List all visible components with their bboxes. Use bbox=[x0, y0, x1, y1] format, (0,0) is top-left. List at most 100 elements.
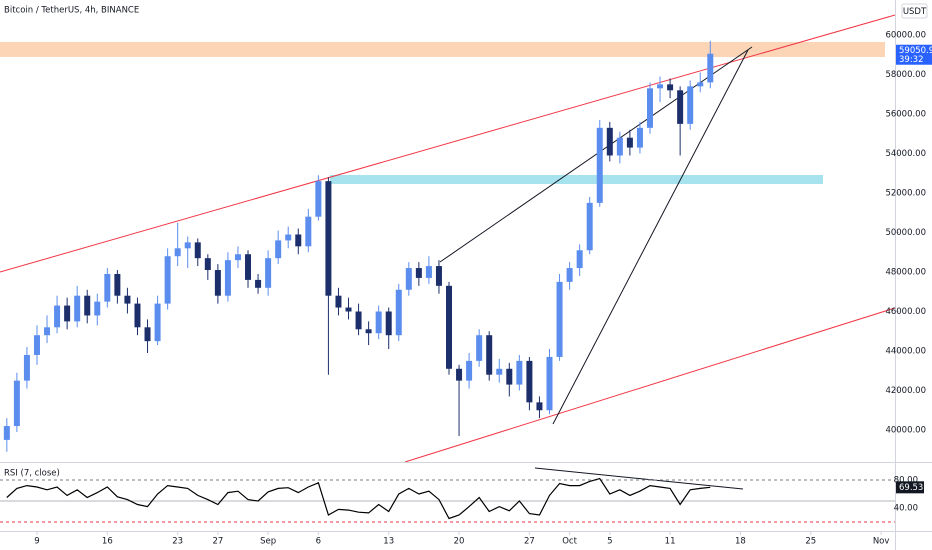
x-tick-label: 11 bbox=[665, 537, 676, 547]
candle-body bbox=[174, 248, 181, 257]
candle-body bbox=[44, 327, 51, 336]
candle-body bbox=[114, 273, 121, 296]
channel-lower bbox=[404, 307, 896, 463]
candle-body bbox=[295, 234, 302, 247]
y-tick-label: 52000.00 bbox=[885, 189, 926, 199]
y-tick-label: 46000.00 bbox=[885, 307, 926, 317]
y-tick-label: 60000.00 bbox=[885, 30, 926, 40]
y-tick-label: 56000.00 bbox=[885, 109, 926, 119]
candle-body bbox=[13, 380, 20, 427]
candle-body bbox=[636, 127, 643, 148]
currency-box[interactable] bbox=[901, 3, 928, 19]
candle-body bbox=[255, 279, 262, 288]
support-zone bbox=[330, 175, 823, 184]
x-tick-label: 20 bbox=[454, 537, 465, 547]
candle-body bbox=[144, 327, 151, 342]
candle-body bbox=[405, 268, 412, 290]
x-tick-label: 18 bbox=[735, 537, 746, 547]
candle-body bbox=[245, 254, 252, 280]
candle-body bbox=[194, 242, 201, 259]
x-tick-label: Oct bbox=[562, 537, 577, 547]
candle-body bbox=[184, 242, 191, 249]
candle-body bbox=[697, 82, 704, 87]
candle-body bbox=[214, 270, 221, 296]
resistance-zone bbox=[0, 42, 885, 57]
wedge-upper bbox=[439, 46, 753, 263]
candle-body bbox=[375, 311, 382, 334]
candle-body bbox=[435, 266, 442, 286]
x-tick-label: 27 bbox=[524, 537, 535, 547]
y-tick-label: 42000.00 bbox=[885, 386, 926, 396]
candle-body bbox=[576, 250, 583, 269]
candle-body bbox=[395, 289, 402, 336]
y-tick-label: 50000.00 bbox=[885, 228, 926, 238]
candle-body bbox=[94, 301, 101, 316]
x-tick-label: 9 bbox=[34, 537, 39, 547]
candle-body bbox=[546, 356, 553, 411]
candle-body bbox=[486, 335, 493, 375]
countdown: 39:32 bbox=[899, 55, 924, 65]
candle-body bbox=[626, 137, 633, 148]
candle-body bbox=[104, 273, 111, 302]
candle-body bbox=[476, 335, 483, 361]
last-price-box bbox=[896, 44, 932, 65]
candle-body bbox=[566, 268, 573, 282]
rsi-line bbox=[6, 477, 711, 520]
x-tick-label: 16 bbox=[102, 537, 113, 547]
x-tick-label: 5 bbox=[607, 537, 612, 547]
wedge-lower bbox=[552, 49, 749, 425]
candle-body bbox=[646, 88, 653, 128]
rsi-trendline bbox=[534, 467, 744, 490]
candle-body bbox=[466, 360, 473, 381]
currency: USDT bbox=[903, 7, 927, 17]
candle-body bbox=[616, 137, 623, 156]
candle-body bbox=[606, 127, 613, 156]
candle-body bbox=[285, 234, 292, 241]
candle-body bbox=[164, 256, 171, 304]
candle-body bbox=[667, 84, 674, 91]
candle-body bbox=[305, 216, 312, 247]
candle-body bbox=[687, 86, 694, 124]
candle-body bbox=[64, 305, 71, 322]
rsi-label: RSI (7, close) bbox=[4, 469, 60, 479]
x-tick-label: Nov bbox=[873, 537, 890, 547]
candle-body bbox=[707, 53, 714, 83]
candle-body bbox=[275, 240, 282, 259]
symbol-title: Bitcoin / TetherUS, 4h, BINANCE bbox=[4, 6, 139, 16]
candle-body bbox=[496, 368, 503, 375]
x-tick-label: Sep bbox=[260, 537, 276, 547]
rsi-last: 69.53 bbox=[899, 483, 923, 493]
candle-body bbox=[536, 402, 543, 411]
x-tick-label: 27 bbox=[212, 537, 223, 547]
candle-body bbox=[456, 368, 463, 381]
y-tick-label: 48000.00 bbox=[885, 268, 926, 278]
candle-body bbox=[355, 311, 362, 330]
candle-body bbox=[224, 260, 231, 296]
candle-body bbox=[345, 307, 352, 312]
candle-body bbox=[415, 268, 422, 278]
x-tick-label: 6 bbox=[316, 537, 321, 547]
x-tick-label: 25 bbox=[805, 537, 816, 547]
candle-body bbox=[33, 335, 40, 355]
candle-body bbox=[586, 202, 593, 251]
candle-body bbox=[365, 329, 372, 334]
candle-body bbox=[516, 360, 523, 385]
candle-body bbox=[526, 360, 533, 403]
x-tick-label: 13 bbox=[383, 537, 394, 547]
candle-body bbox=[315, 181, 322, 217]
candle-body bbox=[134, 303, 141, 328]
y-tick-label: 44000.00 bbox=[885, 347, 926, 357]
candle-body bbox=[154, 303, 161, 342]
y-tick-label: 58000.00 bbox=[885, 70, 926, 80]
candle-body bbox=[335, 295, 342, 308]
x-tick-label: 23 bbox=[172, 537, 183, 547]
candle-body bbox=[657, 84, 664, 89]
y-tick-label: 40000.00 bbox=[885, 426, 926, 436]
candle-body bbox=[84, 295, 91, 316]
candle-body bbox=[23, 354, 30, 381]
candle-body bbox=[425, 266, 432, 278]
candle-body bbox=[556, 281, 563, 357]
rsi-y-tick-label: 40.00 bbox=[894, 504, 918, 514]
candle-body bbox=[506, 368, 513, 385]
